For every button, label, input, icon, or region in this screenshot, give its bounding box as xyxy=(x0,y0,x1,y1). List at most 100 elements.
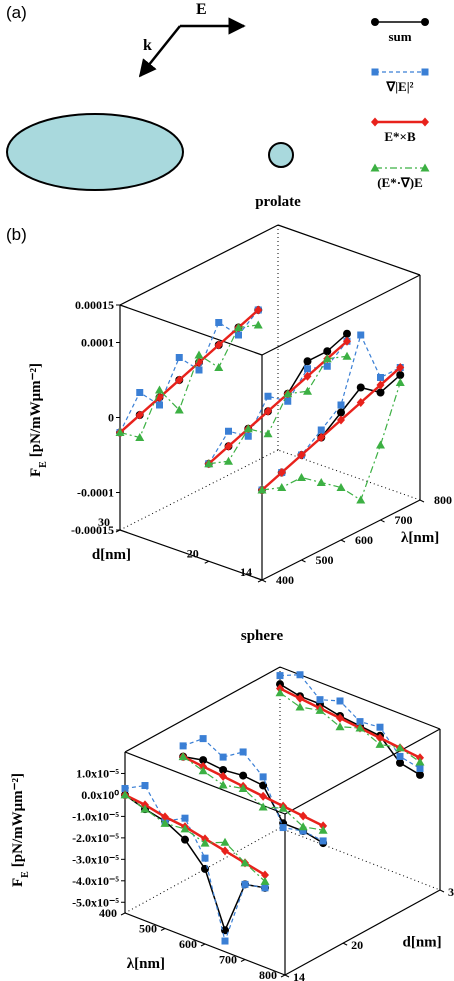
x-tick-label: 500 xyxy=(316,553,334,567)
data-point xyxy=(135,433,145,441)
z-tick-label: 1.0x10⁻⁵ xyxy=(76,766,119,780)
data-point xyxy=(201,864,209,873)
data-point xyxy=(198,766,208,775)
data-point xyxy=(121,784,129,792)
data-point xyxy=(221,937,229,945)
data-point xyxy=(240,858,250,867)
data-point xyxy=(136,389,144,396)
series-line xyxy=(279,687,421,759)
data-point xyxy=(298,822,308,831)
data-point xyxy=(303,371,312,381)
data-point xyxy=(323,362,331,370)
data-point xyxy=(175,354,183,361)
data-point xyxy=(323,347,332,356)
data-point xyxy=(219,753,227,761)
series-line xyxy=(208,355,348,465)
data-point xyxy=(264,406,272,416)
data-point xyxy=(180,824,190,833)
legend-marker xyxy=(371,68,379,76)
series-line xyxy=(119,324,259,439)
z-tick-label: -1.0x10⁻⁵ xyxy=(72,809,119,823)
data-point xyxy=(395,378,405,386)
data-point xyxy=(337,401,345,409)
data-point xyxy=(277,483,287,491)
sphere-particle xyxy=(268,142,294,168)
data-point xyxy=(115,428,125,436)
x-tick xyxy=(261,579,267,583)
data-point xyxy=(318,825,328,834)
data-point xyxy=(214,363,224,371)
data-point xyxy=(356,383,365,392)
data-point xyxy=(319,837,327,845)
data-point xyxy=(179,742,187,750)
z-label-subscript: E xyxy=(38,461,49,468)
x-tick-label: 600 xyxy=(179,937,197,951)
data-point xyxy=(375,739,385,748)
data-point xyxy=(258,802,268,811)
x-axis-label: λ[nm] xyxy=(127,956,165,972)
data-point xyxy=(317,426,325,434)
x-tick-label: 800 xyxy=(259,968,277,981)
data-point xyxy=(297,450,306,460)
data-point xyxy=(284,397,292,405)
data-point xyxy=(234,323,243,331)
series-line xyxy=(124,784,266,944)
x-axis-label: λ[nm] xyxy=(401,530,439,546)
x-tick xyxy=(120,912,126,916)
z-tick-label: -3.0x10⁻⁵ xyxy=(72,852,119,866)
x-tick-label: 500 xyxy=(139,922,157,936)
x-tick-label: 800 xyxy=(434,493,452,507)
prolate-particle xyxy=(6,113,184,191)
data-point xyxy=(304,365,311,373)
series-line xyxy=(279,692,421,763)
data-point xyxy=(219,771,228,781)
series-line xyxy=(182,756,324,831)
data-point xyxy=(376,440,385,449)
data-point xyxy=(416,770,424,779)
data-point xyxy=(156,401,163,409)
data-point xyxy=(299,811,308,821)
data-point xyxy=(235,331,242,339)
data-point xyxy=(276,672,284,680)
data-point xyxy=(415,757,425,766)
d-tick xyxy=(204,560,209,564)
legend-label: sum xyxy=(388,29,411,44)
data-point xyxy=(295,702,305,711)
legend-label: ∇|E|² xyxy=(386,79,414,94)
data-point xyxy=(356,398,365,407)
data-point xyxy=(342,351,352,360)
z-tick-label: 0.00015 xyxy=(75,298,114,312)
x-tick xyxy=(160,928,166,931)
data-point xyxy=(261,884,269,892)
data-point xyxy=(175,375,184,385)
z-tick-label: -5.0x10⁻⁵ xyxy=(72,895,119,909)
data-point xyxy=(376,380,385,390)
data-point xyxy=(174,405,184,414)
series-line xyxy=(124,794,266,882)
box-edge xyxy=(119,304,263,356)
data-point xyxy=(395,743,405,752)
z-label-subscript: E xyxy=(20,871,31,878)
data-point xyxy=(239,748,247,756)
box-edge xyxy=(284,728,441,815)
data-point xyxy=(336,697,344,705)
legend-marker xyxy=(421,117,429,127)
data-point xyxy=(316,696,324,704)
chart-title: sphere xyxy=(241,628,284,644)
d-tick-label: 30 xyxy=(98,515,110,529)
data-point xyxy=(221,926,229,935)
d-tick xyxy=(115,529,121,533)
z-label-unit: [pN/mWμm⁻²] xyxy=(10,773,26,867)
data-point xyxy=(225,427,232,435)
series-line xyxy=(261,382,401,501)
data-point xyxy=(296,671,304,679)
z-tick-label: 0 xyxy=(108,411,114,425)
data-point xyxy=(376,723,384,731)
panel-label: (b) xyxy=(6,225,27,244)
legend-marker xyxy=(370,163,380,172)
data-point xyxy=(278,803,288,812)
data-point xyxy=(141,782,149,790)
z-tick-label: 0.0x10⁰ xyxy=(81,788,119,802)
data-point xyxy=(221,846,229,856)
data-point xyxy=(337,408,345,417)
